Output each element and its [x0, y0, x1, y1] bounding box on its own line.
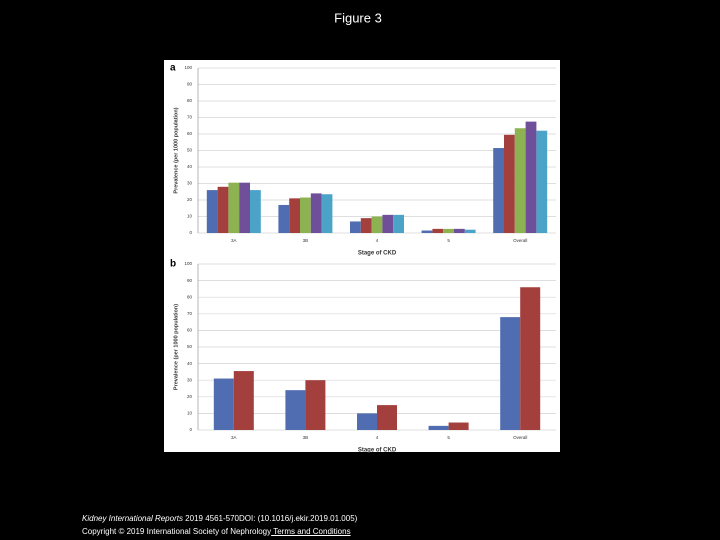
bar — [213, 378, 234, 430]
y-tick-label: 0 — [189, 230, 192, 235]
bar — [357, 413, 377, 430]
x-axis-label: Stage of CKD — [358, 251, 397, 257]
y-tick-label: 10 — [187, 214, 193, 219]
y-axis-label: Prevalence (per 1000 population) — [173, 304, 179, 390]
y-tick-label: 40 — [187, 164, 193, 169]
bar — [250, 190, 261, 233]
bar — [300, 197, 311, 233]
x-tick-label: Overall — [513, 435, 527, 440]
journal: Kidney International Reports — [82, 514, 183, 523]
y-tick-label: 70 — [187, 115, 193, 120]
y-tick-label: 70 — [187, 311, 193, 316]
x-tick-label: 3B — [303, 435, 309, 440]
y-tick-label: 30 — [187, 377, 193, 382]
bar — [448, 422, 469, 430]
bar — [493, 148, 504, 233]
y-tick-label: 10 — [187, 411, 193, 416]
bar — [454, 228, 465, 233]
copyright: Copyright © 2019 International Society o… — [82, 527, 351, 536]
bar — [278, 204, 290, 233]
bar — [504, 134, 515, 233]
bar — [500, 317, 521, 430]
bar — [285, 390, 306, 430]
bar — [525, 121, 537, 233]
copyright-text: Copyright © 2019 International Society o… — [82, 527, 272, 536]
bar — [206, 190, 218, 233]
bar — [382, 214, 394, 233]
bar — [217, 186, 229, 233]
bar — [464, 229, 476, 233]
bar — [360, 218, 372, 233]
bar — [514, 128, 526, 233]
x-tick-label: 3A — [231, 435, 237, 440]
bar — [443, 228, 454, 233]
citation-text: 2019 4561-570DOI: (10.1016/j.ekir.2019.0… — [182, 514, 358, 523]
bar — [228, 182, 240, 233]
bar — [421, 230, 433, 233]
y-tick-label: 50 — [187, 148, 193, 153]
bar — [310, 193, 322, 233]
bar — [393, 214, 404, 233]
y-tick-label: 20 — [187, 197, 193, 202]
bar — [536, 130, 548, 233]
x-tick-label: 3A — [231, 238, 237, 243]
bar — [289, 198, 300, 233]
y-axis-label: Prevalence (per 1000 population) — [173, 107, 179, 193]
bar — [321, 194, 333, 233]
y-tick-label: 50 — [187, 344, 193, 349]
y-tick-label: 0 — [189, 427, 192, 432]
y-tick-label: 60 — [187, 131, 193, 136]
x-tick-label: 5 — [447, 238, 450, 243]
x-tick-label: 4 — [376, 435, 379, 440]
x-tick-label: 3B — [303, 238, 309, 243]
slide-title: Figure 3 — [334, 10, 382, 25]
y-tick-label: 100 — [184, 65, 192, 70]
x-axis-label: Stage of CKD — [358, 448, 397, 454]
x-tick-label: 5 — [447, 435, 450, 440]
y-tick-label: 90 — [187, 82, 193, 87]
x-tick-label: Overall — [513, 238, 527, 243]
y-tick-label: 90 — [187, 278, 193, 283]
y-tick-label: 80 — [187, 98, 193, 103]
bar — [520, 287, 541, 430]
y-tick-label: 40 — [187, 361, 193, 366]
panel-label: b — [170, 259, 176, 270]
panel-label: a — [170, 63, 176, 74]
bar — [432, 228, 444, 233]
y-tick-label: 100 — [184, 261, 192, 266]
bar — [305, 380, 326, 430]
bar — [371, 216, 383, 233]
y-tick-label: 30 — [187, 181, 193, 186]
bar — [350, 221, 361, 233]
y-tick-label: 60 — [187, 328, 193, 333]
y-tick-label: 20 — [187, 394, 193, 399]
bar — [377, 405, 397, 430]
terms-link[interactable]: Terms and Conditions — [271, 527, 351, 536]
x-tick-label: 4 — [376, 238, 379, 243]
bar — [239, 182, 250, 233]
bar — [428, 425, 449, 430]
citation: Kidney International Reports 2019 4561-5… — [82, 514, 357, 523]
bar — [233, 371, 254, 430]
y-tick-label: 80 — [187, 294, 193, 299]
